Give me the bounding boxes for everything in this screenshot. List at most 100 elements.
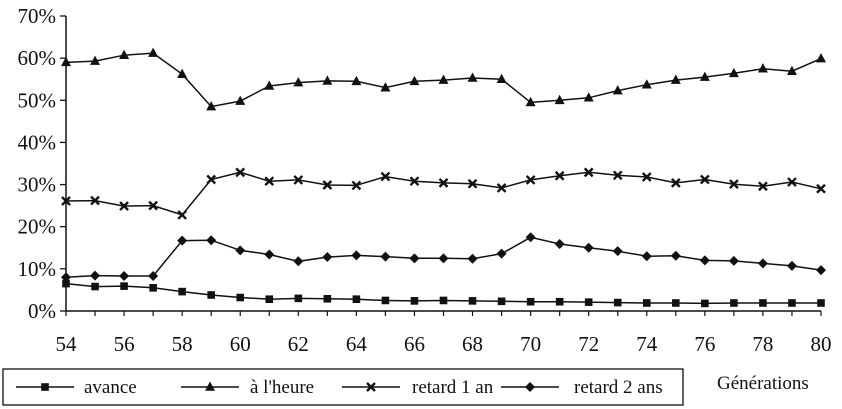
data-point: [467, 253, 478, 264]
x-tick-label: 80: [811, 332, 832, 356]
data-point: [613, 298, 622, 307]
x-tick-label: 74: [636, 332, 658, 356]
data-point: [555, 297, 564, 306]
data-point: [525, 96, 536, 107]
legend-item: retard 1 an: [342, 377, 494, 398]
data-point: [409, 75, 420, 86]
data-point: [61, 56, 71, 67]
data-point: [583, 167, 594, 178]
data-point: [380, 251, 391, 262]
data-point: [670, 250, 681, 261]
x-tick-label: 62: [288, 332, 309, 356]
data-point: [119, 49, 130, 59]
data-point: [728, 67, 739, 78]
data-point: [352, 295, 361, 303]
data-point: [206, 174, 217, 185]
data-point: [381, 296, 390, 305]
data-point: [177, 235, 188, 246]
data-point: [206, 101, 217, 111]
data-point: [264, 176, 275, 187]
data-point: [90, 55, 101, 65]
legend-label: avance: [84, 377, 137, 398]
data-point: [351, 250, 362, 261]
data-point: [177, 210, 188, 220]
data-point: [294, 294, 303, 303]
y-tick-label: 40%: [18, 130, 57, 154]
data-point: [496, 183, 507, 193]
data-point: [91, 282, 99, 291]
y-tick-label: 50%: [18, 88, 57, 112]
data-point: [322, 252, 333, 263]
data-point: [236, 293, 245, 302]
data-point: [583, 242, 594, 253]
data-point: [148, 47, 159, 57]
legend-label: retard 2 ans: [574, 377, 663, 398]
data-point: [120, 282, 128, 290]
data-point: [293, 77, 304, 87]
data-point: [759, 299, 767, 307]
data-point: [788, 299, 796, 307]
data-point: [757, 258, 768, 269]
data-point: [62, 279, 70, 288]
x-tick-label: 56: [114, 332, 135, 356]
legend-item: à l'heure: [181, 377, 314, 398]
legend-marker: [525, 382, 535, 392]
data-point: [497, 297, 506, 306]
data-point: [758, 181, 768, 192]
x-tick-label: 58: [172, 332, 193, 356]
data-point: [584, 298, 593, 306]
data-point: [786, 65, 797, 76]
data-point: [642, 299, 651, 307]
data-point: [61, 196, 71, 206]
data-point: [322, 180, 333, 190]
data-point: [61, 272, 71, 283]
data-point: [729, 179, 739, 189]
data-point: [235, 95, 246, 105]
series-l-heure: [61, 47, 826, 111]
data-point: [554, 238, 565, 249]
axes: 0% 10% 20% 30% 40% 50% 60% 70% 54 56 58 60 62 64 66 68 7…: [18, 4, 832, 356]
data-point: [351, 180, 362, 191]
data-point: [641, 79, 652, 89]
x-axis-title: Générations: [717, 373, 809, 394]
series-line: [65, 171, 822, 216]
data-point: [207, 291, 215, 299]
data-point: [206, 235, 217, 246]
x-tick-label: 54: [56, 332, 78, 356]
data-point: [612, 246, 623, 257]
data-point: [757, 63, 768, 73]
data-point: [177, 68, 188, 78]
data-point: [265, 295, 274, 303]
legend-label: à l'heure: [250, 377, 314, 398]
data-point: [641, 172, 652, 182]
x-tick-label: 64: [346, 332, 368, 356]
data-point: [380, 171, 391, 182]
data-point: [699, 174, 710, 185]
data-point: [612, 85, 623, 95]
data-point: [409, 176, 420, 187]
data-point: [322, 75, 333, 85]
x-tick-label: 68: [462, 332, 483, 356]
data-point: [468, 297, 477, 305]
data-point: [90, 195, 100, 206]
data-point: [90, 270, 101, 281]
data-point: [264, 80, 275, 90]
data-point: [149, 284, 157, 292]
y-tick-label: 20%: [18, 215, 57, 239]
data-point: [410, 297, 419, 305]
data-point: [701, 299, 709, 308]
legend-marker: [41, 383, 49, 391]
data-point: [787, 177, 797, 187]
data-point: [438, 253, 449, 264]
data-point: [699, 71, 710, 81]
y-tick-label: 0%: [28, 299, 56, 323]
data-point: [323, 294, 332, 303]
data-point: [119, 271, 130, 282]
data-point: [293, 256, 304, 267]
data-point: [293, 175, 304, 185]
x-tick-label: 66: [404, 332, 425, 356]
legend-item: avance: [16, 377, 137, 398]
data-point: [409, 253, 420, 264]
data-point: [351, 75, 362, 86]
